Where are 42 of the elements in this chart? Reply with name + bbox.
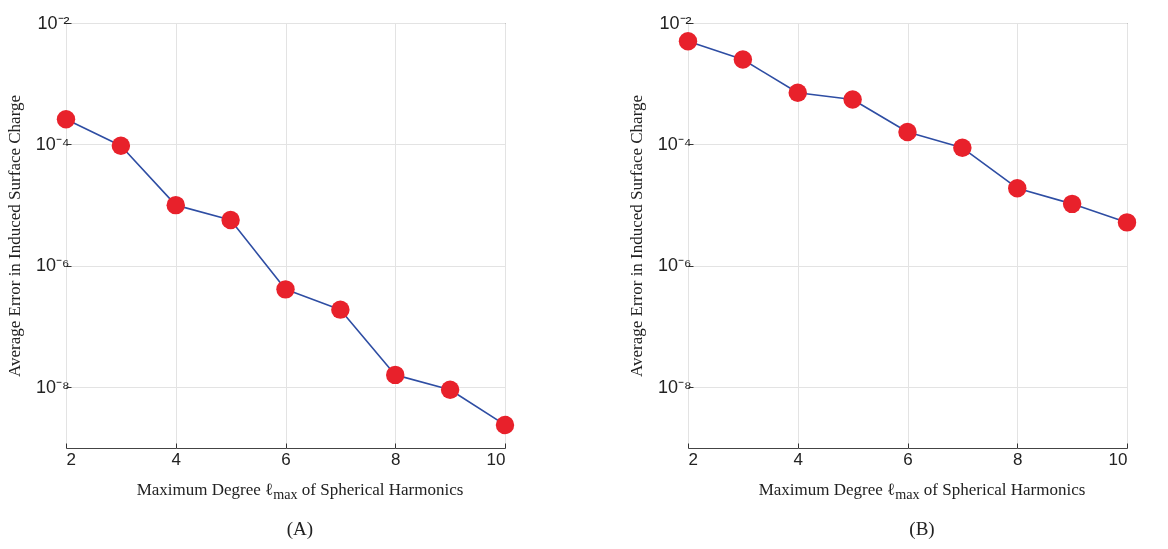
y-tick-label: 10⁻² [659,12,692,33]
text: (B) [908,518,936,540]
x-tick-label: 8 [391,449,401,469]
y-tick-label: 10⁻⁴ [657,133,692,154]
y-tick-label: 10⁻⁸ [35,376,70,397]
x-tick-label: 10 [1108,449,1128,469]
y-axis-title: Average Error in Induced Surface Charge [626,94,646,378]
y-axis-title: Average Error in Induced Surface Charge [4,94,24,378]
point [386,365,405,385]
point [331,300,350,319]
x-tick-label: 10 [486,449,506,469]
point [495,415,515,435]
point [898,122,917,142]
point [56,110,76,129]
point [221,210,240,230]
point [678,32,698,51]
x-axis-title: Maximum Degree ℓ$_{max}$ of Spherical Harmonics [757,480,1087,504]
y-tick-label: 10⁻² [37,12,70,33]
point [1062,194,1082,214]
point [1008,179,1027,198]
y-tick-label: 10⁻⁶ [658,255,692,276]
x-axis-title: Maximum Degree ℓ$_{max}$ of Spherical Harmonics [135,480,465,504]
point [111,136,131,155]
point [953,138,972,157]
text: (A) [285,518,315,540]
point [788,83,807,102]
x-tick-label: 4 [793,449,803,469]
point [733,50,753,69]
point [1117,213,1137,232]
point [276,280,295,299]
point [440,380,460,399]
x-tick-label: 2 [688,449,698,469]
x-tick-label: 8 [1013,449,1023,469]
x-tick-label: 2 [66,449,76,469]
y-tick-label: 10⁻⁸ [657,376,692,397]
point [166,195,185,215]
x-tick-label: 4 [171,449,181,469]
x-tick-label: 6 [281,449,291,469]
x-tick-label: 6 [903,449,913,469]
y-tick-label: 10⁻⁴ [35,133,70,154]
point [843,90,862,109]
y-tick-label: 10⁻⁶ [36,255,70,276]
